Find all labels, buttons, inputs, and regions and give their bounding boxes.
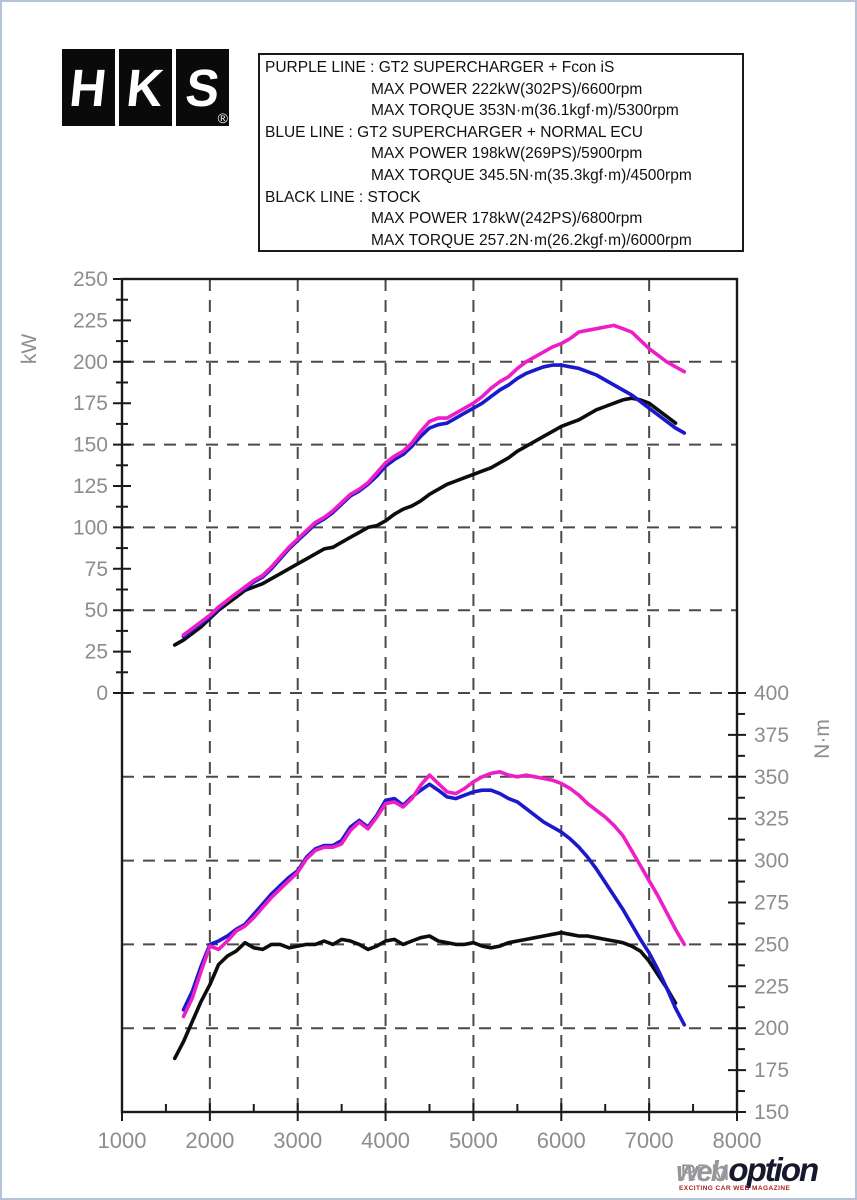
legend-line-purple-power: MAX POWER 222kW(302PS)/6600rpm: [371, 80, 643, 98]
tick-label-torque-225: 225: [754, 975, 789, 998]
tick-label-rpm-4000: 4000: [361, 1128, 410, 1153]
weboption-logo: weboption EXCITING CAR WEB MAGAZINE: [676, 1151, 855, 1198]
tick-label-torque-200: 200: [754, 1017, 789, 1040]
tick-label-torque-150: 150: [754, 1101, 789, 1124]
curve-purple-torque: [181, 769, 687, 1019]
tick-label-power-200: 200: [73, 351, 108, 374]
curve-black-power: [172, 396, 678, 647]
weboption-logo-web: web: [676, 1156, 728, 1188]
hks-logo: H K S ®: [62, 49, 229, 126]
tick-label-power-50: 50: [85, 599, 108, 622]
tick-label-rpm-2000: 2000: [185, 1128, 234, 1153]
tick-label-rpm-7000: 7000: [625, 1128, 674, 1153]
legend-line-black-title: BLACK LINE : STOCK: [265, 188, 421, 206]
tick-label-torque-300: 300: [754, 850, 789, 873]
tick-label-torque-275: 275: [754, 892, 789, 915]
tick-label-rpm-8000: 8000: [713, 1128, 762, 1153]
tick-label-power-100: 100: [73, 516, 108, 539]
power-axis-unit-label: kW: [18, 334, 41, 365]
legend-line-blue-title: BLUE LINE : GT2 SUPERCHARGER + NORMAL EC…: [265, 123, 643, 141]
tick-label-power-25: 25: [85, 641, 108, 664]
tick-label-torque-325: 325: [754, 808, 789, 831]
curve-blue-torque: [181, 782, 687, 1027]
tick-label-torque-350: 350: [754, 766, 789, 789]
weboption-logo-option: option: [728, 1151, 819, 1188]
legend-line-purple-torque: MAX TORQUE 353N·m(36.1kgf·m)/5300rpm: [371, 102, 679, 120]
rpm-axis-label: RPM: [681, 1160, 730, 1185]
tick-label-power-225: 225: [73, 309, 108, 332]
tick-label-torque-400: 400: [754, 682, 789, 705]
tick-label-power-150: 150: [73, 434, 108, 457]
tick-label-rpm-5000: 5000: [449, 1128, 498, 1153]
legend-line-purple-title: PURPLE LINE : GT2 SUPERCHARGER + Fcon iS: [265, 59, 615, 76]
hks-tile: K: [119, 49, 172, 126]
curve-purple-power: [181, 323, 687, 637]
curve-black-torque: [172, 930, 678, 1061]
hks-tile: S ®: [176, 49, 229, 126]
torque-axis-unit-label: N·m: [811, 719, 834, 759]
tick-label-rpm-6000: 6000: [537, 1128, 586, 1153]
tick-label-torque-375: 375: [754, 724, 789, 747]
tick-label-rpm-1000: 1000: [98, 1128, 147, 1153]
legend-line-blue-torque: MAX TORQUE 345.5N·m(35.3kgf·m)/4500rpm: [371, 166, 692, 184]
tick-label-torque-175: 175: [754, 1059, 789, 1082]
legend-line-black-power: MAX POWER 178kW(242PS)/6800rpm: [371, 210, 643, 228]
tick-label-power-175: 175: [73, 392, 108, 415]
hks-tile: H: [62, 49, 115, 126]
registered-trademark-icon: ®: [217, 110, 228, 126]
legend-box: PURPLE LINE : GT2 SUPERCHARGER + Fcon iS…: [258, 53, 744, 252]
legend-line-black-torque: MAX TORQUE 257.2N·m(26.2kgf·m)/6000rpm: [371, 231, 692, 249]
legend-line-blue-power: MAX POWER 198kW(269PS)/5900rpm: [371, 145, 643, 163]
tick-label-power-250: 250: [73, 268, 108, 291]
tick-label-power-125: 125: [73, 475, 108, 498]
tick-label-power-75: 75: [85, 558, 108, 581]
tick-label-power-0: 0: [96, 682, 108, 705]
tick-label-rpm-3000: 3000: [273, 1128, 322, 1153]
tick-label-torque-250: 250: [754, 933, 789, 956]
weboption-logo-tagline: EXCITING CAR WEB MAGAZINE: [679, 1185, 791, 1192]
